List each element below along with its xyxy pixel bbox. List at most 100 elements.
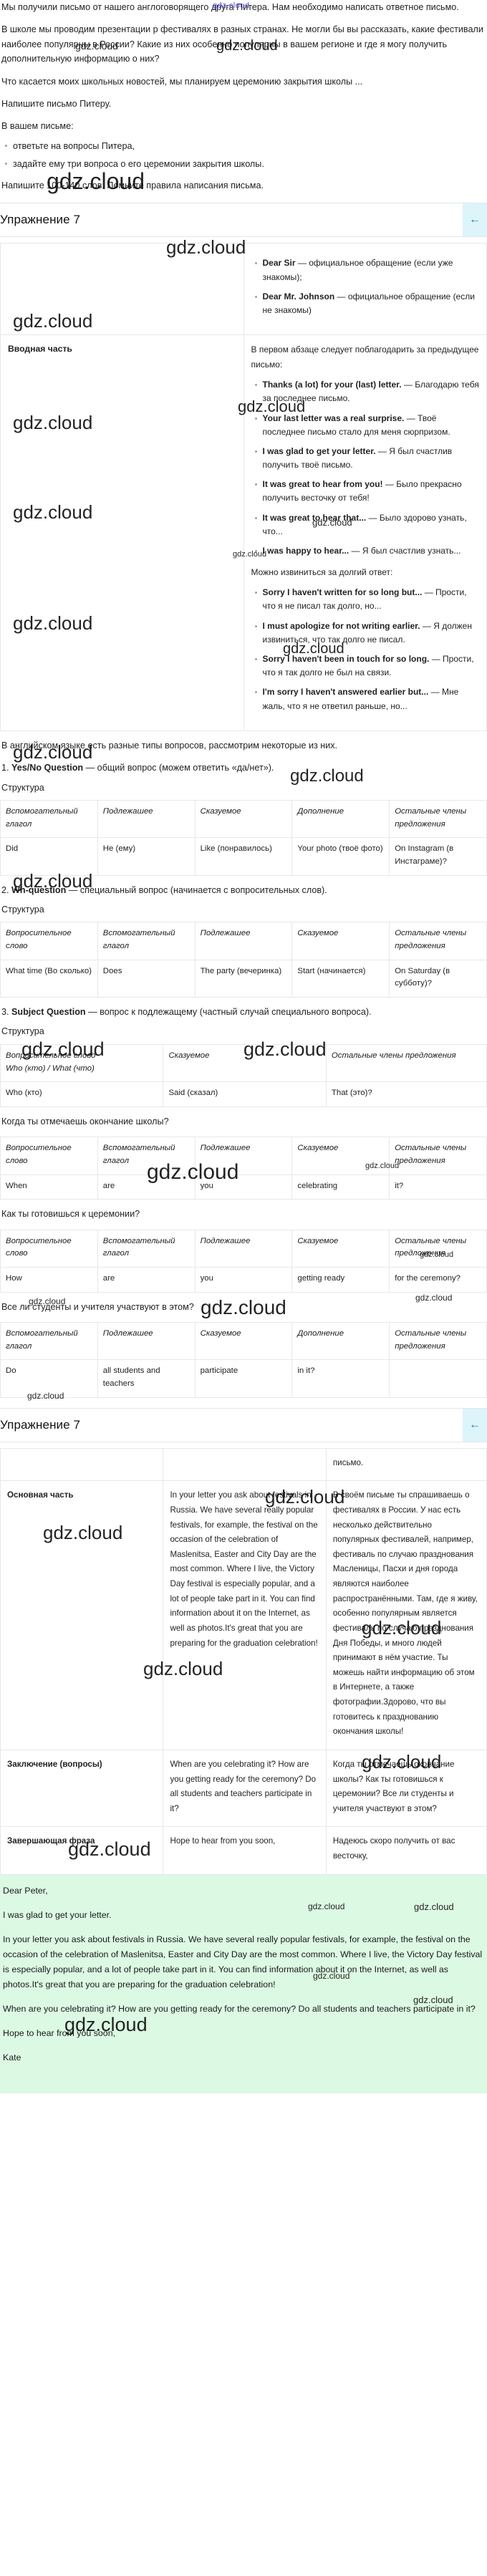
column-header: Вспомогательный глагол	[0, 1322, 98, 1361]
column-header: Дополнение	[291, 799, 390, 839]
structure-label: Структура	[1, 904, 44, 915]
phrase-en: I was glad to get your letter.	[262, 445, 376, 456]
plan-label	[0, 1447, 164, 1482]
row-content: Dear Sir — официальное обращение (если у…	[243, 243, 487, 336]
table-cell: Like (понравилось)	[194, 837, 293, 876]
table-row: When are you celebrating it?	[0, 1174, 487, 1200]
column-header: Сказуемое	[194, 1322, 293, 1361]
table-cell: in it?	[291, 1359, 390, 1398]
row-label	[0, 243, 244, 336]
question-type-title: 2. Wh-question — специальный вопрос (нач…	[1, 883, 486, 897]
list-item: I was glad to get your letter. — Я был с…	[254, 445, 480, 472]
column-header: Сказуемое	[291, 1137, 390, 1175]
column-header: Остальные члены предложения	[389, 922, 487, 960]
phrase-ru: — Было прекрасно получить весточку от те…	[262, 479, 462, 503]
table-cell: participate	[194, 1359, 293, 1398]
table-cell: all students and teachers	[97, 1359, 196, 1398]
table-row: What time (Во сколько) Does The party (в…	[0, 959, 487, 998]
list-item: Sorry I haven't been in touch for so lon…	[254, 652, 480, 680]
intro-paragraph: В школе мы проводим презентации р фестив…	[1, 24, 483, 64]
table-cell: Do	[0, 1359, 98, 1398]
intro-bullet-list: ответьте на вопросы Питера, задайте ему …	[1, 139, 486, 171]
row-label: Вводная часть	[0, 334, 244, 731]
table-cell: The party (вечеринка)	[194, 959, 293, 998]
column-header: Остальные члены предложения	[389, 1229, 487, 1268]
page-title: Упражнение 7	[0, 1417, 81, 1432]
column-header: Вспомогательный глагол	[97, 1137, 196, 1175]
column-header: Сказуемое	[291, 1229, 390, 1268]
row-outro: Можно извиниться за долгий ответ:	[251, 567, 393, 578]
letter-signature: Kate	[3, 2052, 21, 2063]
table-cell: are	[97, 1174, 196, 1200]
example-caption: Все ли студенты и учителя участвуют в эт…	[1, 1301, 194, 1312]
table-cell: Does	[97, 959, 196, 998]
table-row: Вводная часть В первом абзаце следует по…	[0, 334, 487, 731]
phrase-en: It was great to hear that...	[262, 512, 367, 523]
plan-en: When are you celebrating it? How are you…	[163, 1749, 327, 1828]
exercise-header: Упражнение 7 ←	[0, 203, 487, 238]
list-item: Dear Mr. Johnson — официальное обращение…	[254, 290, 480, 317]
table-cell: Said (сказал)	[163, 1081, 327, 1107]
letter-questions: When are you celebrating it? How are you…	[3, 2004, 476, 2015]
list-item: I'm sorry I haven't answered earlier but…	[254, 685, 480, 713]
example-question-table-3: Вспомогательный глагол Подлежашее Сказуе…	[0, 1322, 487, 1398]
yes-no-question-table: Вспомогательный глагол Подлежашее Сказуе…	[0, 799, 487, 876]
example-caption: Как ты готовишься к церемонии?	[1, 1209, 140, 1220]
phrase-en: Dear Mr. Johnson	[262, 291, 335, 302]
table-header-row: Вспомогательный глагол Подлежашее Сказуе…	[0, 799, 487, 839]
column-header: Подлежашее	[97, 1322, 196, 1361]
table-cell: Start (начинается)	[291, 959, 390, 998]
list-item: ответьте на вопросы Питера,	[5, 139, 486, 153]
structure-label: Структура	[1, 1026, 44, 1037]
table-cell: you	[194, 1174, 293, 1200]
list-item: Thanks (a lot) for your (last) letter. —…	[254, 378, 480, 405]
type-name: Wh-question	[11, 884, 67, 895]
back-arrow-icon[interactable]: ←	[463, 1408, 487, 1442]
table-cell: How	[0, 1266, 98, 1293]
table-row: How are you getting ready for the ceremo…	[0, 1266, 487, 1293]
column-header: Вспомогательный глагол	[97, 922, 196, 960]
table-row: Did He (ему) Like (понравилось) Your pho…	[0, 837, 487, 876]
type-desc: — специальный вопрос (начинается с вопро…	[66, 884, 327, 895]
intro-section: Мы получили письмо от нашего англоговоря…	[0, 0, 487, 193]
exercise-header-2: Упражнение 7 ←	[0, 1407, 487, 1442]
intro-note: Напишите 100-140 слов. Помните правила н…	[1, 180, 264, 191]
document-page: gdz.cloud gdz.cloud gdz.cloud gdz.cloud …	[0, 0, 487, 2094]
table-cell: for the ceremony?	[389, 1266, 487, 1293]
phrase-ru: — Я был счастлив узнать...	[349, 546, 461, 556]
table-cell: are	[97, 1266, 196, 1293]
list-item: Your last letter was a real surprise. — …	[254, 412, 480, 439]
question-type-title: 3. Subject Question — вопрос к подлежаще…	[1, 1005, 486, 1019]
table-cell: celebrating	[291, 1174, 390, 1200]
plan-ru: В своём письме ты спрашиваешь о фестивал…	[325, 1480, 487, 1750]
row-intro: В первом абзаце следует поблагодарить за…	[251, 344, 479, 370]
table-cell: He (ему)	[97, 837, 196, 876]
table-cell: getting ready	[291, 1266, 390, 1293]
phrase-ru: — Прости, что я так долго не был на связ…	[262, 653, 474, 678]
phrase-en: Your last letter was a real surprise.	[262, 413, 405, 423]
phrase-en: I was happy to hear...	[262, 546, 349, 556]
plan-en: Hope to hear from you soon,	[163, 1826, 327, 1875]
table-cell: That (это)?	[325, 1081, 487, 1107]
table-row: Do all students and teachers participate…	[0, 1359, 487, 1398]
phrase-ru: — официальное обращение (если не знакомы…	[262, 291, 475, 315]
type-number: 1.	[1, 763, 12, 773]
letter-opening: I was glad to get your letter.	[3, 1909, 112, 1920]
column-header: Сказуемое	[163, 1043, 327, 1083]
column-header: Вспомогательный глагол	[0, 799, 98, 839]
column-header: Подлежашее	[194, 1229, 293, 1268]
table-row: Основная часть In your letter you ask ab…	[0, 1480, 487, 1750]
table-cell: you	[194, 1266, 293, 1293]
column-header: Вопросительное слово	[0, 1229, 98, 1268]
type-number: 3.	[1, 1007, 12, 1018]
phrase-ru: — Было здорово узнать, что...	[262, 512, 467, 536]
phrase-en: I'm sorry I haven't answered earlier but…	[262, 687, 429, 698]
table-cell: Did	[0, 837, 98, 876]
phrase-en: Thanks (a lot) for your (last) letter.	[262, 380, 402, 390]
type-desc: — вопрос к подлежащему (частный случай с…	[85, 1007, 372, 1018]
back-arrow-icon[interactable]: ←	[463, 203, 487, 237]
plan-ru: Надеюсь скоро получить от вас весточку,	[325, 1826, 487, 1875]
list-item: It was great to hear from you! — Было пр…	[254, 478, 480, 505]
table-header-row: Вопросительное слово Вспомогательный гла…	[0, 1229, 487, 1268]
column-header: Сказуемое	[291, 922, 390, 960]
